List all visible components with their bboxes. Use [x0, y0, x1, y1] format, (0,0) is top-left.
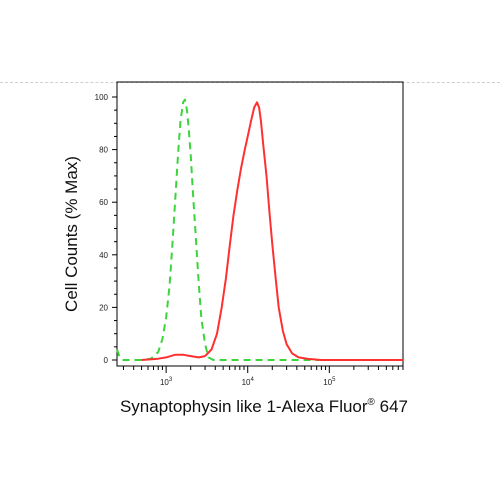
x-axis-title-superscript: ® — [368, 397, 376, 408]
x-tick-label-10e5: 105 — [323, 377, 336, 387]
histogram-series-1-line — [116, 98, 403, 361]
y-tick-label-20: 20 — [99, 303, 108, 312]
plot-frame — [116, 81, 404, 367]
x-axis-title-suffix: 647 — [375, 397, 408, 416]
y-tick-label-100: 100 — [95, 93, 109, 102]
y-tick-label-40: 40 — [99, 251, 108, 260]
x-tick-label-10e3: 103 — [160, 377, 173, 387]
y-axis-title: Cell Counts (% Max) — [62, 156, 81, 312]
histogram-series-2-line — [141, 101, 403, 361]
x-axis-title-main: Synaptophysin like 1-Alexa Fluor — [120, 397, 368, 416]
x-axis-title: Synaptophysin like 1-Alexa Fluor® 647 — [120, 397, 408, 416]
y-tick-label-0: 0 — [104, 356, 109, 365]
x-tick-label-10e4: 104 — [242, 377, 255, 387]
y-tick-label-80: 80 — [99, 146, 108, 155]
y-tick-label-60: 60 — [99, 198, 108, 207]
